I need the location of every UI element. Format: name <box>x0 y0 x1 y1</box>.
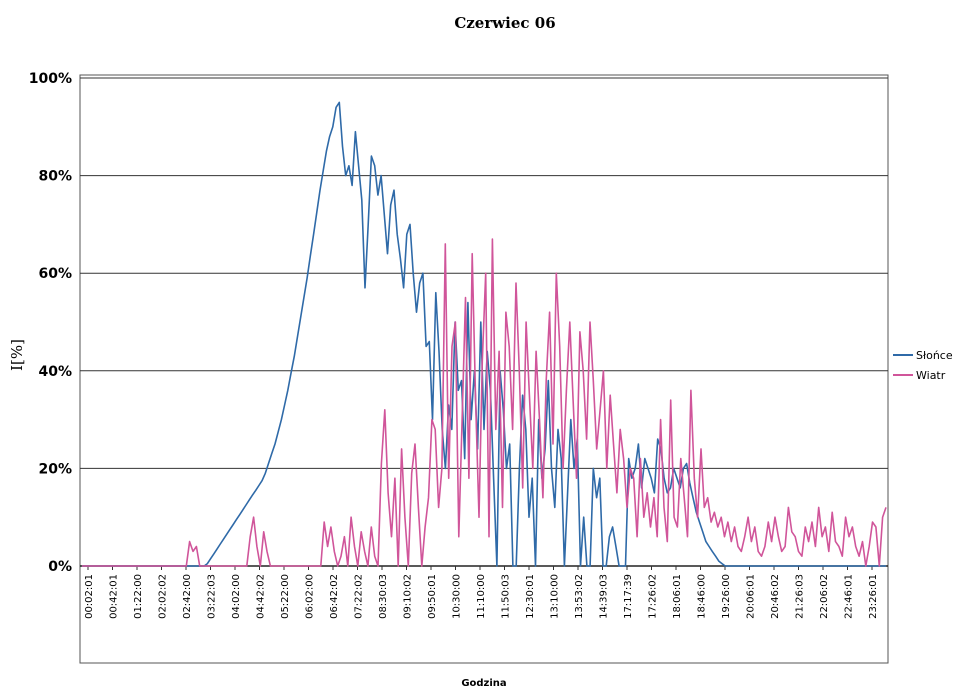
legend-label: Słońce <box>916 349 953 362</box>
x-tick-label: 06:42:02 <box>329 574 340 619</box>
y-tick-label: 100% <box>29 71 72 87</box>
x-tick-label: 03:22:03 <box>207 574 218 619</box>
x-tick-label: 17:17:39 <box>623 574 634 619</box>
x-tick-label: 13:53:02 <box>574 574 585 619</box>
x-tick-label: 12:30:01 <box>525 574 536 619</box>
x-tick-label: 22:06:02 <box>819 574 830 619</box>
x-tick-label: 18:46:00 <box>697 574 708 619</box>
x-tick-label: 11:10:00 <box>476 574 487 619</box>
x-tick-label: 06:02:00 <box>305 574 316 619</box>
x-tick-label: 02:02:02 <box>158 574 169 619</box>
x-tick-label: 22:46:01 <box>844 574 855 619</box>
y-tick-label: 60% <box>38 266 72 282</box>
x-tick-label: 11:50:03 <box>501 574 512 619</box>
series-line-wiatr <box>82 238 887 567</box>
y-tick-label: 40% <box>38 364 72 380</box>
x-tick-label: 14:39:03 <box>599 574 610 619</box>
x-tick-label: 20:46:02 <box>770 574 781 619</box>
x-axis-label: Godzina <box>461 678 506 689</box>
series-line-slonce <box>82 101 886 567</box>
y-axis-ticks: 0% 20% 40% 60% 80% 100% <box>29 71 72 575</box>
x-tick-label: 05:22:00 <box>280 574 291 619</box>
x-tick-label: 09:50:01 <box>427 574 438 619</box>
x-tick-label: 10:30:00 <box>452 574 463 619</box>
x-tick-label: 13:10:00 <box>550 574 561 619</box>
y-tick-label: 0% <box>48 559 72 575</box>
x-tick-label: 21:26:03 <box>795 574 806 619</box>
x-tick-label: 23:26:01 <box>868 574 879 619</box>
x-tick-label: 08:30:03 <box>378 574 389 619</box>
x-tick-label: 00:02:01 <box>84 574 95 619</box>
x-tick-label: 18:06:01 <box>672 574 683 619</box>
x-tick-label: 02:42:00 <box>182 574 193 619</box>
x-tick-label: 04:42:02 <box>256 574 267 619</box>
x-tick-label: 01:22:00 <box>133 574 144 619</box>
x-tick-label: 19:26:00 <box>721 574 732 619</box>
x-tick-label: 20:06:01 <box>746 574 757 619</box>
x-tick-label: 04:02:00 <box>231 574 242 619</box>
series-lines <box>82 101 887 567</box>
y-axis-label: I[%] <box>8 339 26 371</box>
x-tick-label: 00:42:01 <box>109 574 120 619</box>
y-tick-label: 80% <box>38 169 72 185</box>
plot-frame <box>79 74 889 664</box>
x-tick-label: 17:26:02 <box>648 574 659 619</box>
x-tick-label: 09:10:02 <box>403 574 414 619</box>
legend-label: Wiatr <box>916 369 946 382</box>
y-tick-label: 20% <box>38 461 72 477</box>
x-tick-label: 07:22:02 <box>354 574 365 619</box>
chart-title: Czerwiec 06 <box>454 14 555 32</box>
x-axis-ticks: 00:02:01 00:42:01 01:22:00 02:02:02 02:42:00… <box>84 566 879 619</box>
legend: Słońce Wiatr <box>893 349 953 382</box>
